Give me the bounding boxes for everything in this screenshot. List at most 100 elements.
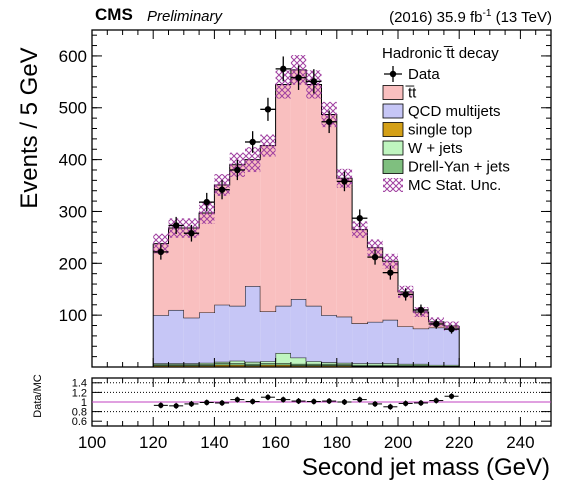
y-tick-label: 0.6	[72, 416, 87, 428]
ratio-point	[341, 399, 348, 405]
bar-single-top	[183, 365, 200, 367]
bar-single-top	[153, 365, 169, 367]
mc-stat-unc-band	[245, 147, 261, 173]
bar-t-t	[352, 229, 368, 324]
legend-swatch	[382, 85, 404, 100]
bar-single-top	[168, 365, 184, 367]
ratio-point	[403, 400, 409, 407]
mc-stat-unc-band	[382, 253, 398, 269]
bar-w-jets	[398, 363, 414, 365]
bar-qcd-multijets	[306, 305, 322, 362]
bar-qcd-multijets	[229, 305, 245, 361]
bar-qcd-multijets	[321, 315, 337, 363]
ratio-point	[326, 398, 332, 404]
data-point	[387, 269, 394, 276]
bar-drell-yan-jets	[229, 363, 245, 365]
bar-drell-yan-jets	[382, 364, 398, 366]
cms-label: CMS	[95, 5, 133, 24]
data-point	[433, 320, 440, 328]
legend-data-marker	[389, 70, 397, 78]
x-tick-label: 240	[506, 433, 534, 452]
x-tick-label: 100	[78, 433, 106, 452]
y-tick-label: 1.2	[72, 387, 87, 399]
bar-qcd-multijets	[260, 311, 276, 362]
ratio-axis-label: Data/MC	[32, 374, 44, 418]
luminosity-label: (2016) 35.9 fb-1 (13 TeV)	[389, 8, 552, 26]
legend-label: single top	[408, 122, 472, 139]
bar-qcd-multijets	[153, 315, 169, 364]
ratio-point	[372, 401, 378, 407]
y-tick-label: 300	[59, 202, 87, 221]
data-point	[325, 118, 333, 125]
bar-single-top	[321, 365, 337, 367]
data-point	[203, 198, 210, 206]
y-tick-label: 1	[81, 397, 87, 409]
bar-qcd-multijets	[352, 323, 368, 364]
y-tick-label: 500	[59, 99, 87, 118]
bar-t-t	[199, 213, 215, 313]
ratio-point	[204, 399, 210, 406]
ratio-point	[173, 403, 179, 409]
bar-t-t	[336, 178, 353, 317]
bar-w-jets	[153, 363, 169, 365]
x-tick-label: 180	[323, 433, 351, 452]
bar-w-jets	[245, 361, 261, 364]
ratio-point	[433, 397, 439, 404]
bar-w-jets	[229, 360, 245, 364]
data-point	[402, 291, 409, 298]
mc-stat-unc-band	[352, 221, 368, 238]
bar-qcd-multijets	[245, 286, 261, 362]
legend-label: W + jets	[408, 140, 463, 157]
data-point	[295, 74, 302, 81]
x-tick-label: 200	[384, 433, 412, 452]
legend-title: Hadronic t̅t decay	[382, 45, 499, 62]
y-tick-label: 600	[59, 47, 87, 66]
bar-t-t	[245, 159, 261, 287]
bar-t-t	[183, 228, 200, 318]
ratio-point	[250, 398, 256, 405]
bar-t-t	[398, 291, 414, 327]
legend-swatch	[382, 140, 404, 156]
lumi-suffix: (13 TeV)	[491, 9, 552, 26]
ratio-point	[158, 402, 164, 408]
bar-t-t	[214, 185, 230, 305]
bar-drell-yan-jets	[321, 363, 337, 366]
bar-qcd-multijets	[168, 309, 184, 364]
bar-w-jets	[321, 362, 337, 364]
legend-label: Drell-Yan + jets	[408, 159, 510, 176]
main-plot-frame: 100 200 300 400 500 600	[59, 29, 552, 368]
legend-swatch	[382, 159, 404, 174]
bar-w-jets	[382, 363, 398, 365]
bar-t-t	[260, 145, 276, 312]
ratio-point	[280, 397, 286, 403]
data-point	[371, 253, 379, 261]
bar-qcd-multijets	[428, 327, 444, 365]
bar-drell-yan-jets	[153, 364, 169, 366]
bar-drell-yan-jets	[367, 364, 383, 366]
bar-drell-yan-jets	[275, 363, 291, 365]
data-point	[172, 222, 180, 229]
bar-drell-yan-jets	[290, 363, 307, 366]
y-tick-label: 400	[59, 151, 87, 170]
data-point	[188, 230, 195, 237]
legend-swatch	[382, 103, 404, 119]
y-tick-label: 1.4	[72, 378, 87, 390]
y-tick-label: 200	[59, 254, 87, 273]
bar-t-t	[382, 261, 398, 320]
data-point	[341, 178, 348, 185]
bar-drell-yan-jets	[260, 363, 276, 365]
bar-t-t	[367, 247, 383, 322]
bar-w-jets	[168, 363, 184, 365]
bar-drell-yan-jets	[183, 364, 200, 366]
ratio-points	[153, 393, 459, 410]
bar-drell-yan-jets	[352, 364, 368, 366]
data-point	[249, 138, 256, 146]
mc-stat-unc-band	[275, 70, 291, 99]
preliminary-label: Preliminary	[147, 8, 223, 25]
data-point	[218, 186, 226, 193]
bar-drell-yan-jets	[214, 363, 230, 365]
bar-w-jets	[413, 363, 429, 365]
lumi-prefix: (2016) 35.9 fb	[389, 9, 483, 26]
bar-single-top	[214, 364, 230, 367]
